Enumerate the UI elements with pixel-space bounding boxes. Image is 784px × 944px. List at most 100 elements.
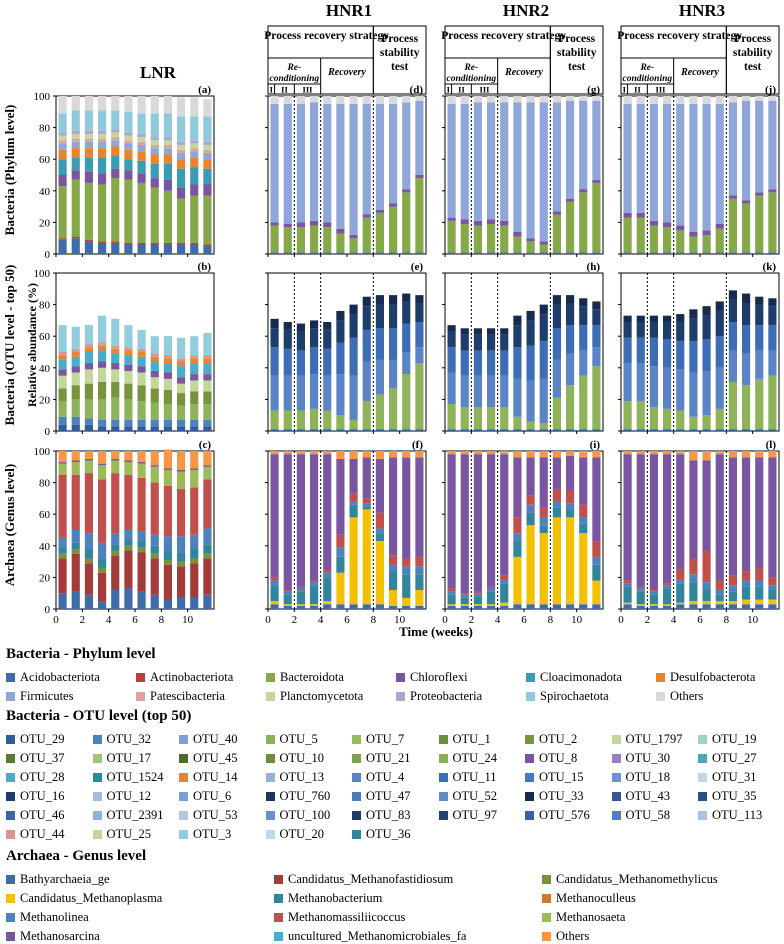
bar-segment-otu-5 [203,404,212,420]
bar-segment-methanolinea [137,531,146,542]
legend-label: Others [670,689,704,703]
header-recovery: Recovery [327,67,366,78]
bar-segment-otu-8 [190,374,199,381]
bar-segment-acidobacteriota [689,252,698,254]
bar-segment-otu-16 [513,325,522,348]
bar-segment-otu-28 [111,353,120,364]
header-stability-3: test [744,61,761,73]
legend-label: OTU_20 [279,827,324,841]
bar-segment-otu-4 [689,372,698,417]
bar-segment-patescibacteria [111,137,120,141]
x-tick-label: 6 [697,614,703,626]
bar-segment-otu-14 [203,358,212,364]
bar-segment-otu-16 [447,331,456,348]
bar-segment-otu-16 [755,304,764,326]
bar-segment-acidobacteriota [84,241,93,254]
panel-letter: (c) [199,439,212,451]
bar-segment-methanosarcina [689,460,698,559]
bar-segment-firmicutes [177,152,186,160]
legend-swatch [542,932,551,941]
panel-letter: (a) [198,84,211,96]
bar-segment-methanomassiliicoccus [487,586,496,589]
bar-segment-otu-32 [137,419,146,427]
legend-swatch [92,754,102,763]
bar-segment-acidobacteriota [310,252,319,254]
bar-segment-methanobacterium [98,558,107,568]
legend-swatch [352,811,361,820]
panel-h: (h) [442,261,604,434]
strategy-header-1: Process recovery strategy Re-conditioning… [264,25,427,95]
bar-segment-candidatus-methanoplasma [389,590,398,606]
bar-segment-candidatus-methanofastidiosum [58,558,67,594]
legend-label: OTU_11 [452,770,497,784]
bar-segment-methanosaeta [58,463,67,475]
bar-segment-otu-33 [755,296,764,305]
bar-segment-methanolinea [124,530,133,540]
legend-swatch [136,673,145,682]
bar-segment-otu-4 [283,375,292,411]
bar-segment-cloacimonadota [177,168,186,188]
bar-segment-methanosarcina [566,455,575,491]
legend-label: OTU_7 [366,732,405,746]
bar-segment-otu-1797 [71,372,80,386]
bar-segment-chloroflexi [362,214,371,218]
bar-segment-methanosaeta [84,460,93,474]
bar-segment-others [755,451,764,458]
bar-segment-otu-4 [310,374,319,409]
bar-segment-otu-4 [755,350,764,379]
bar-segment-otu-28 [190,363,199,375]
bar-segment-acidobacteriota [460,252,469,254]
bar-segment-otu-2 [84,383,93,400]
bar-segment-actinobacteriota [111,241,120,243]
bar-segment-otu-29 [84,424,93,431]
bar-segment-otu-11 [270,347,279,376]
legend-label: Methanoculleus [556,891,636,905]
bar-segment-methanolinea [592,556,601,565]
bar-segment-methanolinea [58,537,67,548]
bar-segment-others [513,451,522,458]
bar-segment-otu-33 [689,309,698,319]
bar-segment-bacteroidota [539,244,548,253]
bar-segment-candidatus-methanoplasma [447,604,456,606]
bar-segment-otu-5 [500,407,509,430]
bar-segment-otu-5 [402,374,411,430]
bar-segment-methanomassiliicoccus [689,558,698,575]
legend-swatch [526,673,535,682]
bar-segment-candidatus-methanofastidiosum [124,550,133,589]
bar-segment-acidobacteriota [592,252,601,254]
bar-segment-bathyarchaeia-ge [58,593,67,609]
bar-segment-others [58,451,67,463]
bar-segment-methanosarcina [579,457,588,505]
bar-segment-methanomassiliicoccus [500,575,509,579]
bar-segment-otu-14 [71,352,80,357]
bar-segment-otu-29 [663,429,672,431]
bar-segment-bathyarchaeia-ge [402,605,411,609]
bar-segment-otu-3 [137,329,146,349]
bar-segment-otu-16 [270,328,279,348]
bar-segment-firmicutes [296,103,305,223]
bar-segment-otu-33 [349,304,358,315]
bar-segment-otu-11 [676,340,685,370]
bar-segment-others [190,451,199,469]
bar-segment-others [742,96,751,101]
bar-segment-methanosarcina [203,465,212,467]
bar-segment-otu-16 [362,306,371,330]
bar-segment-others [98,451,107,464]
bar-segment-acidobacteriota [58,239,67,254]
bar-segment-otu-5 [349,419,358,430]
bar-segment-otu-4 [768,350,777,376]
bar-segment-proteobacteria [150,137,159,141]
x-tick-label: 0 [53,614,59,626]
legend-label: OTU_4 [366,770,405,784]
header-reconditioning-1: Re- [463,63,478,73]
bar-segment-others [111,451,120,459]
bar-segment-planctomycetota [111,132,120,138]
bar-segment-methanomassiliicoccus [349,493,358,502]
bar-segment-otu-5 [552,397,561,430]
bar-segment-otu-16 [310,328,319,348]
bar-segment-chloroflexi [689,231,698,237]
bar-segment-bacteroidota [513,236,522,253]
bar-segment-methanosarcina [84,458,93,461]
bar-segment-otu-33 [526,310,535,321]
